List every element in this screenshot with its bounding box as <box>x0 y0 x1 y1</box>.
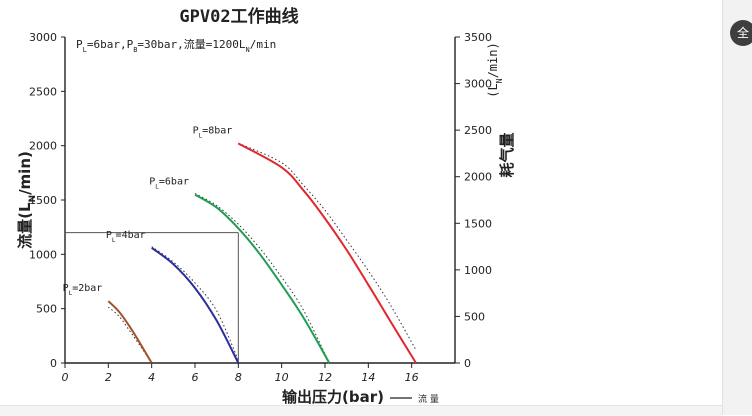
y-right-tick-label: 0 <box>464 357 471 370</box>
gpv02-chart: GPV02工作曲线 0 2 4 6 8 10 12 14 16 0 500 1000 1500 2000 25… <box>16 6 516 405</box>
y-right-tick-label: 500 <box>464 310 485 323</box>
x-tick-label: 2 <box>105 371 112 384</box>
y-left-tick-label: 2500 <box>29 85 57 98</box>
x-tick-label: 12 <box>318 371 332 384</box>
x-tick-label: 14 <box>361 371 375 384</box>
y-right-tick-label: 2000 <box>464 171 492 184</box>
fullscreen-button[interactable]: 全 <box>730 20 752 46</box>
y-right-tick-label: 1500 <box>464 217 492 230</box>
x-tick-label: 10 <box>275 371 289 384</box>
y-left-tick-label: 0 <box>50 357 57 370</box>
flow-line-pl-8bar <box>237 142 417 364</box>
y-right-tick-label: 3500 <box>464 31 492 44</box>
y-left-tick-label: 3000 <box>29 31 57 44</box>
x-axis-label: 输出压力(bar) <box>282 388 384 405</box>
series-label-pl-6bar: PL=6bar <box>149 177 189 191</box>
y-left-tick-label: 1500 <box>29 194 57 207</box>
y-right-tick-label: 1000 <box>464 264 492 277</box>
x-tick-label: 0 <box>62 371 69 384</box>
y-left-axis-label: 流量(LN/min) <box>16 151 38 249</box>
legend-label: 流 量 <box>418 393 439 405</box>
y-left-tick-label: 2000 <box>29 140 57 153</box>
y-left-tick-label: 500 <box>36 303 57 316</box>
y-right-axis-label: 耗气量 <box>498 132 516 177</box>
operating-point-annotation: PL=6bar,PB=30bar,流量=1200LN/min <box>76 37 276 54</box>
consumption-line-pl-2bar <box>107 306 153 364</box>
consumption-line-pl-6bar <box>194 193 330 364</box>
series-label-pl-8bar: PL=8bar <box>193 125 233 139</box>
x-tick-label: 6 <box>192 371 199 384</box>
series-label-pl-4bar: PL=4bar <box>106 230 146 244</box>
x-tick-label: 8 <box>235 371 242 384</box>
x-tick-label: 4 <box>148 371 155 384</box>
bottom-strip <box>0 405 722 416</box>
flow-line-pl-4bar <box>151 246 240 364</box>
flow-line-pl-6bar <box>194 193 331 364</box>
y-right-axis-unit: (LN/min) <box>486 42 504 97</box>
y-right-tick-label: 3000 <box>464 78 492 91</box>
flow-line-pl-2bar <box>107 300 153 364</box>
series-label-pl-2bar: PL=2bar <box>63 283 103 297</box>
side-toolbar <box>722 0 752 415</box>
chart-title: GPV02工作曲线 <box>179 6 298 27</box>
y-left-tick-label: 1000 <box>29 248 57 261</box>
x-tick-label: 16 <box>405 371 419 384</box>
y-right-tick-label: 2500 <box>464 124 492 137</box>
consumption-line-pl-4bar <box>151 246 239 361</box>
